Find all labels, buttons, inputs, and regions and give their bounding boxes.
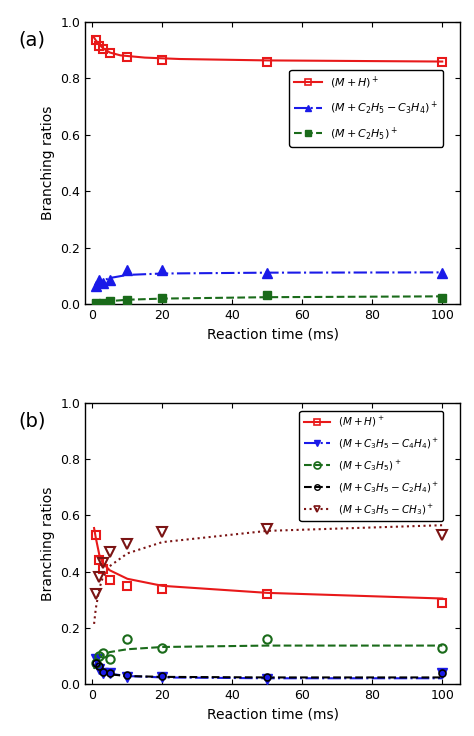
Text: (a): (a) (18, 30, 45, 49)
X-axis label: Reaction time (ms): Reaction time (ms) (207, 708, 338, 722)
X-axis label: Reaction time (ms): Reaction time (ms) (207, 328, 338, 342)
Y-axis label: Branching ratios: Branching ratios (41, 106, 55, 220)
Legend: $(M + H)^+$, $(M + C_3H_5 - C_4H_4)^+$, $(M + C_3H_5)^+$, $(M + C_3H_5 - C_2H_4): $(M + H)^+$, $(M + C_3H_5 - C_4H_4)^+$, … (300, 411, 443, 521)
Y-axis label: Branching ratios: Branching ratios (41, 486, 55, 601)
Legend: $(M + H)^+$, $(M + C_2H_5 - C_3H_4)^+$, $(M + C_2H_5)^+$: $(M + H)^+$, $(M + C_2H_5 - C_3H_4)^+$, … (289, 70, 443, 146)
Text: (b): (b) (18, 411, 46, 430)
